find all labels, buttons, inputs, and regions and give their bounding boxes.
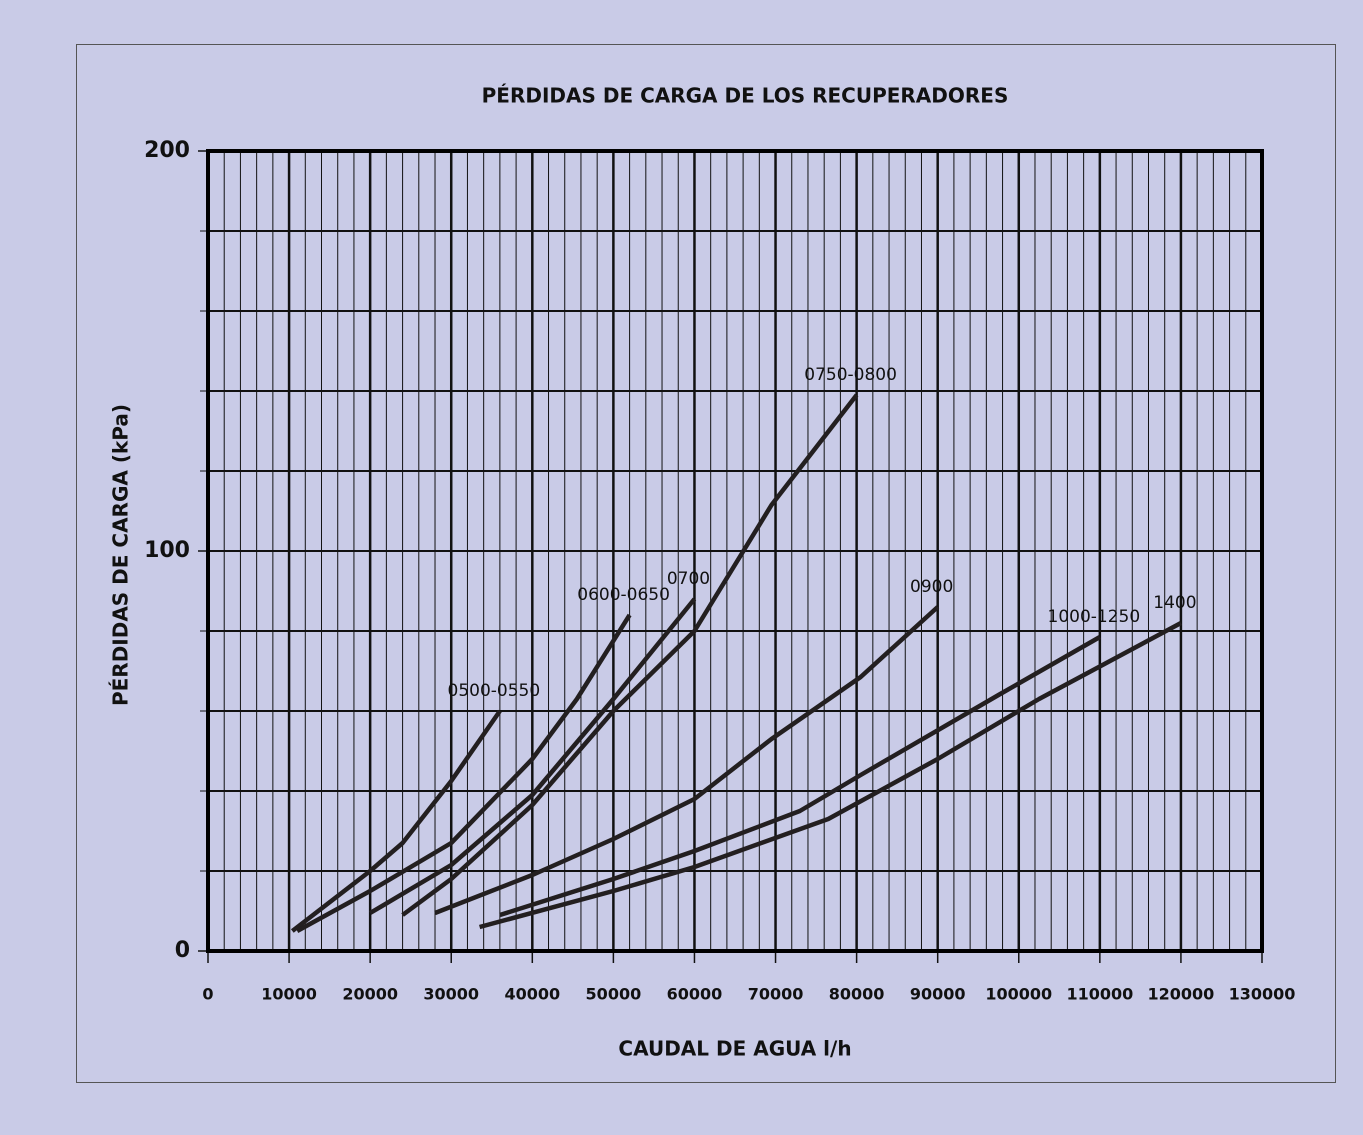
series-line (369, 597, 697, 915)
x-tick-label: 0 (202, 985, 213, 1004)
x-tick-label: 60000 (667, 985, 723, 1004)
series-label: 0900 (910, 577, 953, 597)
series-line (499, 635, 1101, 918)
x-tick-label: 90000 (910, 985, 966, 1004)
chart-title: PÉRDIDAS DE CARGA DE LOS RECUPERADORES (482, 84, 1009, 108)
x-tick-label: 50000 (586, 985, 642, 1004)
x-tick-label: 30000 (423, 985, 479, 1004)
series-label: 1400 (1153, 593, 1196, 613)
y-tick-label: 0 (175, 938, 190, 963)
frame (76, 44, 1336, 1083)
series-line (290, 709, 502, 933)
x-tick-label: 120000 (1148, 985, 1215, 1004)
y-tick-label: 200 (144, 138, 190, 163)
series-label: 1000-1250 (1048, 607, 1141, 627)
x-tick-label: 40000 (504, 985, 560, 1004)
y-axis-label: PÉRDIDAS DE CARGA (kPa) (109, 404, 133, 706)
series-line (401, 393, 859, 917)
series-label: 0750-0800 (804, 365, 897, 385)
series-line (296, 613, 632, 933)
series-line (479, 621, 1182, 930)
x-tick-label: 100000 (985, 985, 1052, 1004)
x-axis-label: CAUDAL DE AGUA l/h (618, 1037, 851, 1061)
x-tick-label: 10000 (261, 985, 317, 1004)
series-label: 0500-0550 (448, 681, 541, 701)
x-tick-label: 20000 (342, 985, 398, 1004)
x-tick-label: 110000 (1066, 985, 1133, 1004)
x-tick-label: 70000 (748, 985, 804, 1004)
plot-border (206, 149, 1264, 953)
x-tick-label: 130000 (1229, 985, 1296, 1004)
series-line (434, 605, 940, 916)
series-label: 0600-0650 (577, 585, 670, 605)
y-tick-label: 100 (144, 538, 190, 563)
series-label: 0700 (667, 569, 710, 589)
x-tick-label: 80000 (829, 985, 885, 1004)
